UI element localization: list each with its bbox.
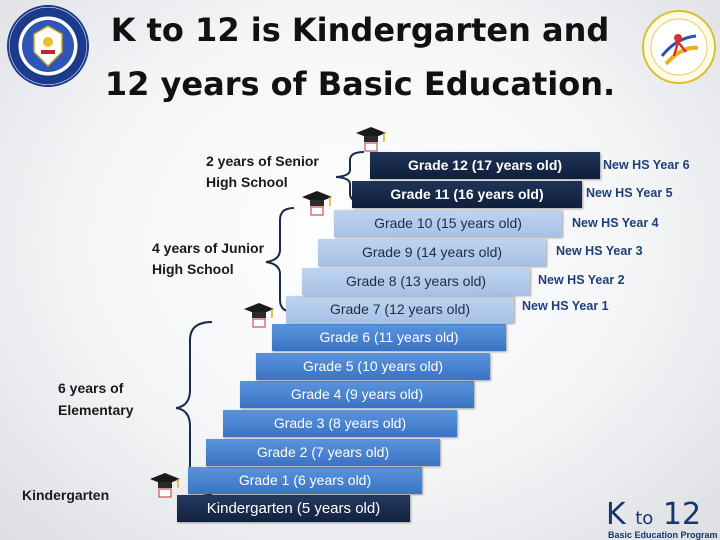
graduation-cap-icon [150,473,180,498]
logo-12: 12 [662,497,702,532]
logo-k: K [606,497,626,532]
hs-year-2-label: New HS Year 2 [538,273,625,287]
graduation-cap-icon [356,127,386,152]
step-grade-12: Grade 12 (17 years old) [370,152,600,179]
page-title: K to 12 is Kindergarten and [110,11,610,49]
step-grade-8: Grade 8 (13 years old) [302,268,530,295]
step-grade-10: Grade 10 (15 years old) [334,210,562,237]
step-grade-11: Grade 11 (16 years old) [352,181,582,208]
step-grade-1: Grade 1 (6 years old) [188,467,422,494]
graduation-cap-icon [244,303,274,328]
elementary-label-line1: 6 years of [58,380,124,396]
graduation-cap-icon [302,191,332,216]
step-grade-2: Grade 2 (7 years old) [206,439,440,466]
step-kindergarten: Kindergarten (5 years old) [177,495,410,522]
k-to-12-logo: K to 12 [606,500,701,534]
logo-subtitle: Basic Education Program [608,530,718,540]
junior-label-line1: 4 years of Junior [152,240,265,256]
hs-year-5-label: New HS Year 5 [586,186,673,200]
deped-seal-icon [7,5,89,87]
hs-year-6-label: New HS Year 6 [603,158,690,172]
hs-year-1-label: New HS Year 1 [522,299,609,313]
education-for-all-logo [642,10,716,84]
hs-year-4-label: New HS Year 4 [572,216,659,230]
junior-brace [265,207,295,313]
step-grade-4: Grade 4 (9 years old) [240,381,474,408]
senior-label-line1: 2 years of Senior [206,153,319,169]
step-grade-6: Grade 6 (11 years old) [272,324,506,351]
junior-label-line2: High School [152,261,234,277]
step-grade-9: Grade 9 (14 years old) [318,239,546,266]
hs-year-3-label: New HS Year 3 [556,244,643,258]
step-grade-3: Grade 3 (8 years old) [223,410,457,437]
step-grade-5: Grade 5 (10 years old) [256,353,490,380]
step-grade-7: Grade 7 (12 years old) [286,296,514,323]
senior-brace [335,151,365,203]
kindergarten-label: Kindergarten [22,487,110,503]
senior-label-line2: High School [206,174,288,190]
page-subtitle: 12 years of Basic Education. [104,65,616,103]
logo-to: to [635,508,654,529]
elementary-label-line2: Elementary [58,402,134,418]
